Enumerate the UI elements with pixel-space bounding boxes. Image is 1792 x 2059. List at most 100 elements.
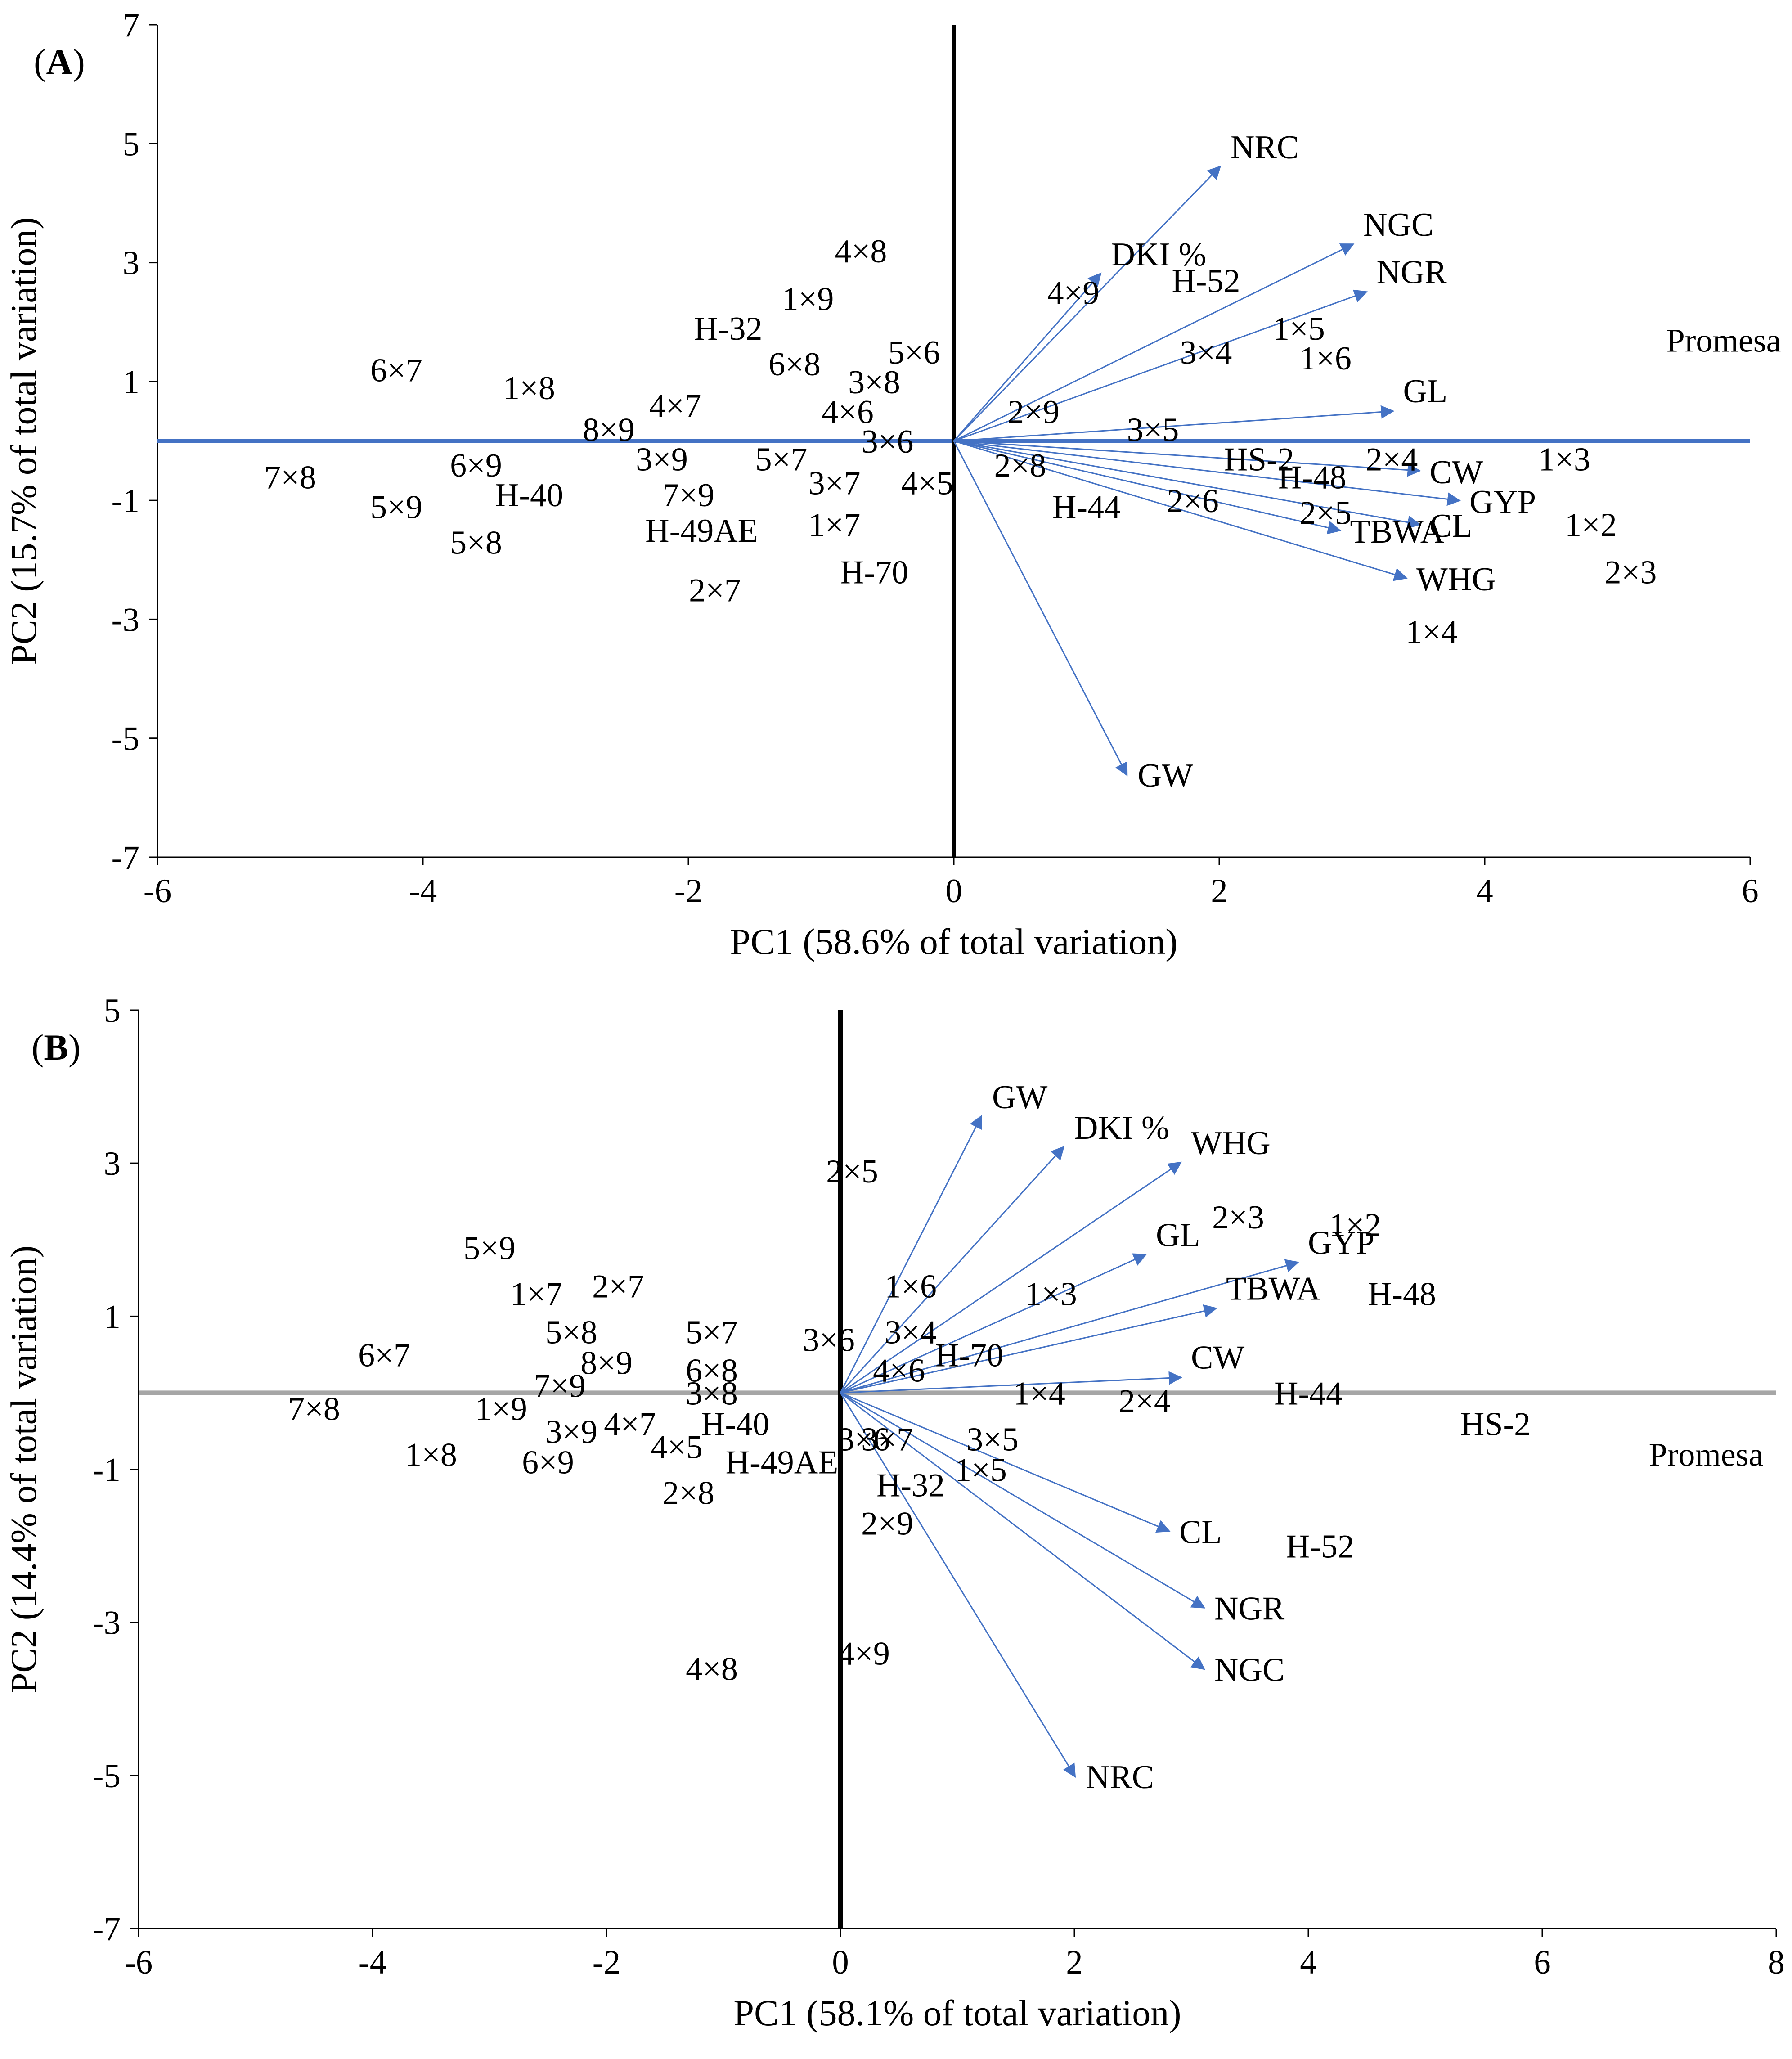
chart-0-vector-label-4: GL [1403, 373, 1448, 410]
chart-0-vector-9 [953, 440, 1408, 581]
chart-0-point-label-42: 2×3 [1605, 554, 1657, 591]
chart-0-y-tick-label-7: -7 [112, 839, 139, 877]
panel-a: -6 -4 -2 0 2 4 6 7 5 3 1 -1 -3 -5 -7 PC1 (58.6% of tota… [3, 7, 1781, 962]
chart-0-point-label-19: 4×6 [822, 394, 874, 431]
chart-1-point-label-27: 3×6 [838, 1421, 890, 1458]
chart-0-vector-label-0: NRC [1231, 129, 1299, 166]
chart-1-point-label-31: H-32 [876, 1467, 945, 1504]
chart-0-point-label-39: 2×5 [1299, 495, 1352, 532]
chart-0-y-tick-label-5: -3 [112, 601, 139, 638]
chart-1-x-tick-label-6: 6 [1534, 1944, 1551, 1981]
chart-1-point-label-28: 3×7 [861, 1421, 913, 1458]
chart-1-vector-6 [840, 1371, 1182, 1394]
chart-0-vector-8 [953, 440, 1342, 535]
chart-1-x-tick-label-2: -2 [593, 1944, 620, 1981]
chart-1-y-tick-label-1: 3 [104, 1145, 121, 1182]
chart-0-point-label-7: 5×8 [450, 525, 502, 562]
chart-0-point-label-40: 1×3 [1538, 441, 1590, 478]
chart-0-point-label-13: H-32 [694, 310, 762, 347]
chart-0-y-tick-label-4: -1 [112, 482, 139, 520]
chart-0-point-label-14: 4×8 [835, 233, 887, 270]
chart-1-point-label-40: H-44 [1274, 1375, 1343, 1412]
chart-1-point-label-19: 3×8 [686, 1375, 738, 1412]
chart-0-x-tick-label-5: 4 [1476, 872, 1493, 910]
chart-1-vector-label-5: TBWA [1226, 1270, 1320, 1307]
chart-1-vector-label-9: NGC [1214, 1652, 1284, 1689]
chart-1-y-tick-label-6: -7 [93, 1911, 121, 1948]
chart-1-y-tick-label-4: -3 [93, 1605, 121, 1642]
chart-1-point-label-25: 4×6 [873, 1352, 925, 1389]
chart-0-vector-label-10: GW [1138, 757, 1193, 794]
chart-0-point-label-11: H-49AE [645, 513, 758, 549]
chart-1-point-label-32: 2×9 [861, 1506, 913, 1542]
chart-0-point-label-18: 5×6 [888, 334, 940, 371]
chart-1-point-label-29: 3×5 [966, 1421, 1019, 1458]
chart-1-point-label-17: 5×7 [686, 1314, 738, 1351]
chart-0-point-label-31: 1×5 [1273, 310, 1325, 347]
chart-0-point-label-28: 2×9 [1007, 394, 1060, 431]
chart-1-point-label-39: H-48 [1368, 1276, 1436, 1313]
chart-0-point-label-30: 3×4 [1180, 334, 1232, 371]
chart-1-vector-label-3: GL [1156, 1217, 1200, 1254]
chart-0-vector-label-8: TBWA [1350, 513, 1445, 550]
chart-1-point-label-22: 2×5 [826, 1153, 878, 1190]
chart-0-panel-label: (A) [34, 41, 85, 82]
chart-1-point-label-38: 1×2 [1329, 1207, 1381, 1244]
chart-1-point-label-10: 4×7 [604, 1406, 656, 1443]
chart-0-y-tick-label-3: 1 [123, 364, 140, 401]
chart-0-point-label-23: 4×5 [901, 465, 953, 502]
chart-0-point-label-4: 7×8 [264, 459, 316, 496]
chart-0-vector-label-7: CL [1430, 508, 1473, 544]
chart-1-y-tick-label-3: -1 [93, 1452, 121, 1489]
chart-1-point-label-4: 6×7 [358, 1337, 410, 1374]
chart-0-vector-label-2: NGR [1377, 254, 1447, 291]
chart-1-x-tick-label-1: -4 [359, 1944, 386, 1981]
chart-0-vector-10 [953, 441, 1128, 777]
chart-1-point-label-23: 1×6 [885, 1268, 937, 1305]
chart-0-x-tick-label-4: 2 [1211, 872, 1228, 910]
chart-0-point-label-0: 6×7 [370, 352, 422, 389]
chart-0-y-tick-label-1: 5 [123, 126, 140, 163]
chart-0-point-label-1: 1×8 [503, 370, 555, 407]
chart-0-x-axis-title: PC1 (58.6% of total variation) [730, 921, 1177, 962]
chart-0-x-tick-label-0: -6 [144, 872, 171, 910]
chart-0-point-label-37: H-44 [1052, 489, 1121, 526]
chart-0-point-label-35: H-48 [1278, 459, 1346, 496]
panel-b: -6 -4 -2 0 2 4 6 8 5 3 1 -1 -3 -5 -7 PC1 (58.1% of tota… [3, 992, 1785, 2033]
chart-1-point-label-18: 6×8 [686, 1352, 738, 1389]
chart-0-point-label-16: 6×8 [768, 346, 821, 383]
chart-1-vector-7 [840, 1392, 1171, 1533]
chart-0-point-label-22: 3×7 [808, 465, 861, 502]
chart-0-point-label-44: Promesa [1666, 322, 1781, 359]
chart-1-point-label-37: 2×3 [1212, 1199, 1264, 1236]
chart-0-point-label-26: 4×9 [1047, 275, 1100, 312]
chart-1-vector-8 [840, 1392, 1206, 1609]
chart-1-point-label-35: 1×4 [1013, 1375, 1065, 1412]
chart-0-point-label-20: 3×6 [862, 423, 914, 460]
chart-1-point-label-9: 3×9 [545, 1413, 597, 1450]
chart-0-point-label-17: 3×8 [848, 364, 900, 401]
chart-1-y-tick-label-2: 1 [104, 1298, 121, 1335]
chart-1-point-label-41: HS-2 [1460, 1406, 1531, 1443]
chart-1-point-label-6: 7×9 [534, 1367, 586, 1404]
chart-0-point-label-12: 2×7 [689, 572, 741, 609]
chart-1-point-label-34: 1×3 [1025, 1276, 1077, 1313]
chart-0-vector-label-3: DKI % [1111, 236, 1207, 273]
chart-0-vector-1 [953, 243, 1355, 442]
chart-0-point-label-15: 1×9 [782, 281, 834, 318]
chart-0-y-tick-label-0: 7 [123, 7, 140, 44]
chart-1-vector-label-7: CL [1179, 1514, 1222, 1551]
chart-1-point-label-2: 2×7 [592, 1268, 644, 1305]
chart-1-x-tick-label-3: 0 [832, 1944, 849, 1981]
chart-1-point-label-36: 2×4 [1118, 1383, 1171, 1420]
chart-0-y-tick-label-6: -5 [112, 720, 139, 758]
chart-0-point-label-29: 2×8 [994, 447, 1046, 484]
chart-1-vector-label-4: GYP [1308, 1224, 1374, 1261]
chart-0-point-label-10: 7×9 [662, 477, 714, 514]
chart-0-point-label-8: H-40 [495, 477, 563, 514]
chart-0-x-tick-label-3: 0 [945, 872, 962, 910]
chart-1-panel-label: (B) [31, 1027, 81, 1068]
chart-0-vector-7 [953, 440, 1421, 529]
chart-0-x-tick-label-1: -4 [409, 872, 437, 910]
chart-1-vector-5 [840, 1304, 1217, 1394]
